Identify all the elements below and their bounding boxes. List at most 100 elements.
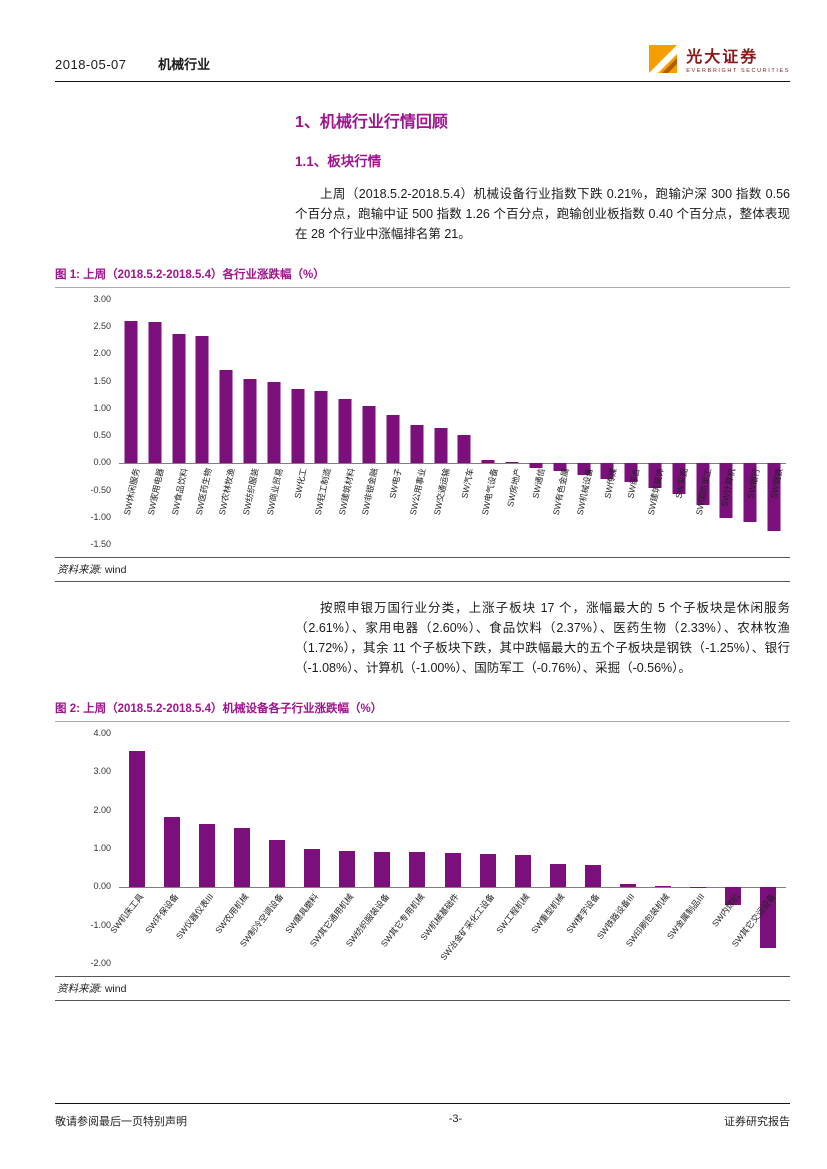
bar-SW公用事业 bbox=[410, 425, 424, 464]
y-axis-tick-label: -0.50 bbox=[90, 484, 111, 495]
bar-SW纺织服装 bbox=[243, 378, 257, 464]
bar-SW交通运输 bbox=[434, 427, 448, 464]
bar-SW机床工具 bbox=[128, 751, 145, 888]
y-axis-tick-label: 1.00 bbox=[93, 402, 111, 413]
report-industry: 机械行业 bbox=[158, 57, 211, 72]
figure-1-plot-area: 3.00 2.50 2.00 1.50 1.00 0.50 0.00 -0.50 -1.00 -1… bbox=[90, 294, 786, 549]
x-axis-label: SW电气设备 bbox=[479, 467, 499, 517]
bar-SW环保设备 bbox=[163, 816, 180, 888]
figure-2-caption: 图 2: 上周（2018.5.2-2018.5.4）机械设备各子行业涨跌幅（%） bbox=[55, 696, 790, 722]
report-header: 2018-05-07 机械行业 光大证券 EVERBRIGHT SECURITI… bbox=[55, 44, 790, 79]
bar-SW其它交运设备 bbox=[760, 887, 777, 948]
x-axis-label: SW非银金融 bbox=[360, 467, 380, 517]
x-axis-label: SW汽车 bbox=[459, 467, 476, 500]
bar-SW重型机械 bbox=[549, 863, 566, 888]
bar-SW非银金融 bbox=[362, 405, 376, 464]
x-axis-line bbox=[119, 463, 786, 465]
bar-SW金属制品III bbox=[690, 887, 707, 889]
bar-SW钢铁 bbox=[767, 463, 781, 532]
x-axis-label: SW机床工具 bbox=[107, 891, 146, 936]
footer-disclaimer: 敬请参阅最后一页特别声明 bbox=[55, 1116, 187, 1128]
bar-SW印刷包装机械 bbox=[655, 886, 672, 888]
source-label: 资料来源: bbox=[57, 983, 102, 995]
header-divider bbox=[55, 81, 790, 82]
bar-SW银行 bbox=[743, 463, 757, 523]
figure-2-source: 资料来源: wind bbox=[55, 976, 790, 1001]
x-axis-label: SW公用事业 bbox=[407, 467, 428, 517]
x-axis-label: SW工程机械 bbox=[494, 891, 532, 936]
subsection-title: 1.1、板块行情 bbox=[295, 154, 382, 169]
bar-SW农用机械 bbox=[233, 827, 250, 888]
y-axis-tick-label: -1.50 bbox=[90, 539, 111, 549]
bar-SW国防军工 bbox=[696, 463, 710, 505]
y-axis-tick-label: 1.00 bbox=[93, 843, 111, 853]
everbright-logo-icon bbox=[648, 44, 680, 79]
y-axis-tick-label: 0.00 bbox=[93, 457, 111, 468]
y-axis-tick-label: 2.00 bbox=[93, 348, 111, 359]
report-body: 1、机械行业行情回顾 1.1、板块行情 上周（2018.5.2-2018.5.4… bbox=[55, 108, 790, 1001]
x-axis-label: SW房地产 bbox=[504, 467, 523, 508]
x-axis-label: SW医药生物 bbox=[193, 467, 214, 517]
bar-SW其它通用机械 bbox=[339, 850, 356, 888]
bar-SW化工 bbox=[291, 388, 305, 464]
x-axis-label: SW化工 bbox=[292, 467, 309, 500]
bar-SW食品饮料 bbox=[172, 334, 186, 464]
bar-SW汽车 bbox=[457, 435, 471, 464]
bar-SW工程机械 bbox=[514, 855, 531, 888]
bar-SW楼宇设备 bbox=[584, 865, 601, 888]
bar-SW铁路设备III bbox=[620, 884, 637, 888]
x-axis-label: SW家用电器 bbox=[145, 467, 166, 517]
figure-2-bar-chart: 4.00 3.00 2.00 1.00 0.00 -1.00 -2.00 SW机床工具 SW环保… bbox=[55, 722, 790, 974]
x-axis-label: SW有色金属 bbox=[550, 467, 571, 517]
bar-SW综合 bbox=[624, 463, 638, 483]
figure-2: 图 2: 上周（2018.5.2-2018.5.4）机械设备各子行业涨跌幅（%）… bbox=[55, 696, 790, 1001]
x-axis-label: SW电子 bbox=[387, 467, 404, 500]
source-value: wind bbox=[104, 564, 127, 576]
y-axis-tick-label: 2.50 bbox=[93, 321, 111, 332]
figure-1: 图 1: 上周（2018.5.2-2018.5.4）各行业涨跌幅（%） 3.00… bbox=[55, 262, 790, 582]
bar-SW内燃机 bbox=[725, 887, 742, 905]
footer-report-type: 证券研究报告 bbox=[723, 1116, 790, 1128]
brand-name: 光大证券 bbox=[686, 48, 759, 66]
x-axis-line bbox=[119, 887, 786, 889]
figure-2-plot-area: 4.00 3.00 2.00 1.00 0.00 -1.00 -2.00 SW机床工具 SW环保… bbox=[90, 728, 786, 968]
y-axis-tick-label: -1.00 bbox=[90, 511, 111, 522]
x-axis-label: SW食品饮料 bbox=[169, 467, 190, 517]
header-meta: 2018-05-07 机械行业 bbox=[55, 54, 210, 79]
paragraph-market-review: 上周（2018.5.2-2018.5.4）机械设备行业指数下跌 0.21%，跑输… bbox=[295, 187, 790, 241]
bar-SW通信 bbox=[529, 463, 543, 468]
y-axis-tick-label: 2.00 bbox=[93, 804, 111, 815]
x-axis-label: SW通信 bbox=[530, 467, 547, 500]
bar-SW机械基础件 bbox=[444, 853, 461, 888]
x-axis-label: SW建筑材料 bbox=[336, 467, 357, 517]
bar-SW传媒 bbox=[600, 463, 614, 479]
bar-SW电子 bbox=[386, 415, 400, 464]
bar-SW有色金属 bbox=[553, 463, 567, 472]
bar-SW机械设备 bbox=[577, 463, 591, 475]
x-axis-label: SW商业贸易 bbox=[264, 467, 285, 517]
bar-SW轻工制造 bbox=[314, 390, 328, 464]
bar-SW制冷空调设备 bbox=[268, 839, 285, 888]
bar-SW磨具磨料 bbox=[304, 849, 321, 888]
brand-subtitle: EVERBRIGHT SECURITIES bbox=[686, 68, 790, 75]
y-axis-tick-label: 3.00 bbox=[93, 766, 111, 777]
figure-1-bar-chart: 3.00 2.50 2.00 1.50 1.00 0.50 0.00 -0.50 -1.00 -1… bbox=[55, 288, 790, 555]
source-label: 资料来源: bbox=[57, 564, 102, 576]
figure-1-source: 资料来源: wind bbox=[55, 557, 790, 582]
bar-SW冶金矿采化工设备 bbox=[479, 853, 496, 888]
paragraph-subsector-review: 按照申银万国行业分类，上涨子板块 17 个，涨幅最大的 5 个子板块是休闲服务（… bbox=[295, 601, 790, 675]
bar-SW休闲服务 bbox=[124, 321, 138, 464]
page-number: -3- bbox=[448, 1113, 463, 1125]
bar-SW房地产 bbox=[505, 462, 519, 464]
figure-1-caption: 图 1: 上周（2018.5.2-2018.5.4）各行业涨跌幅（%） bbox=[55, 262, 790, 288]
source-value: wind bbox=[104, 983, 127, 995]
y-axis-tick-label: 3.00 bbox=[93, 294, 111, 304]
bar-SW采掘 bbox=[672, 463, 686, 494]
bar-SW建筑装饰 bbox=[648, 463, 662, 488]
y-axis-tick-label: -2.00 bbox=[90, 958, 111, 968]
report-footer: 敬请参阅最后一页特别声明 -3- 证券研究报告 bbox=[55, 1103, 790, 1129]
y-axis-tick-label: 4.00 bbox=[93, 728, 111, 738]
section-title: 1、机械行业行情回顾 bbox=[295, 114, 448, 131]
brand-logo: 光大证券 EVERBRIGHT SECURITIES bbox=[648, 44, 790, 79]
